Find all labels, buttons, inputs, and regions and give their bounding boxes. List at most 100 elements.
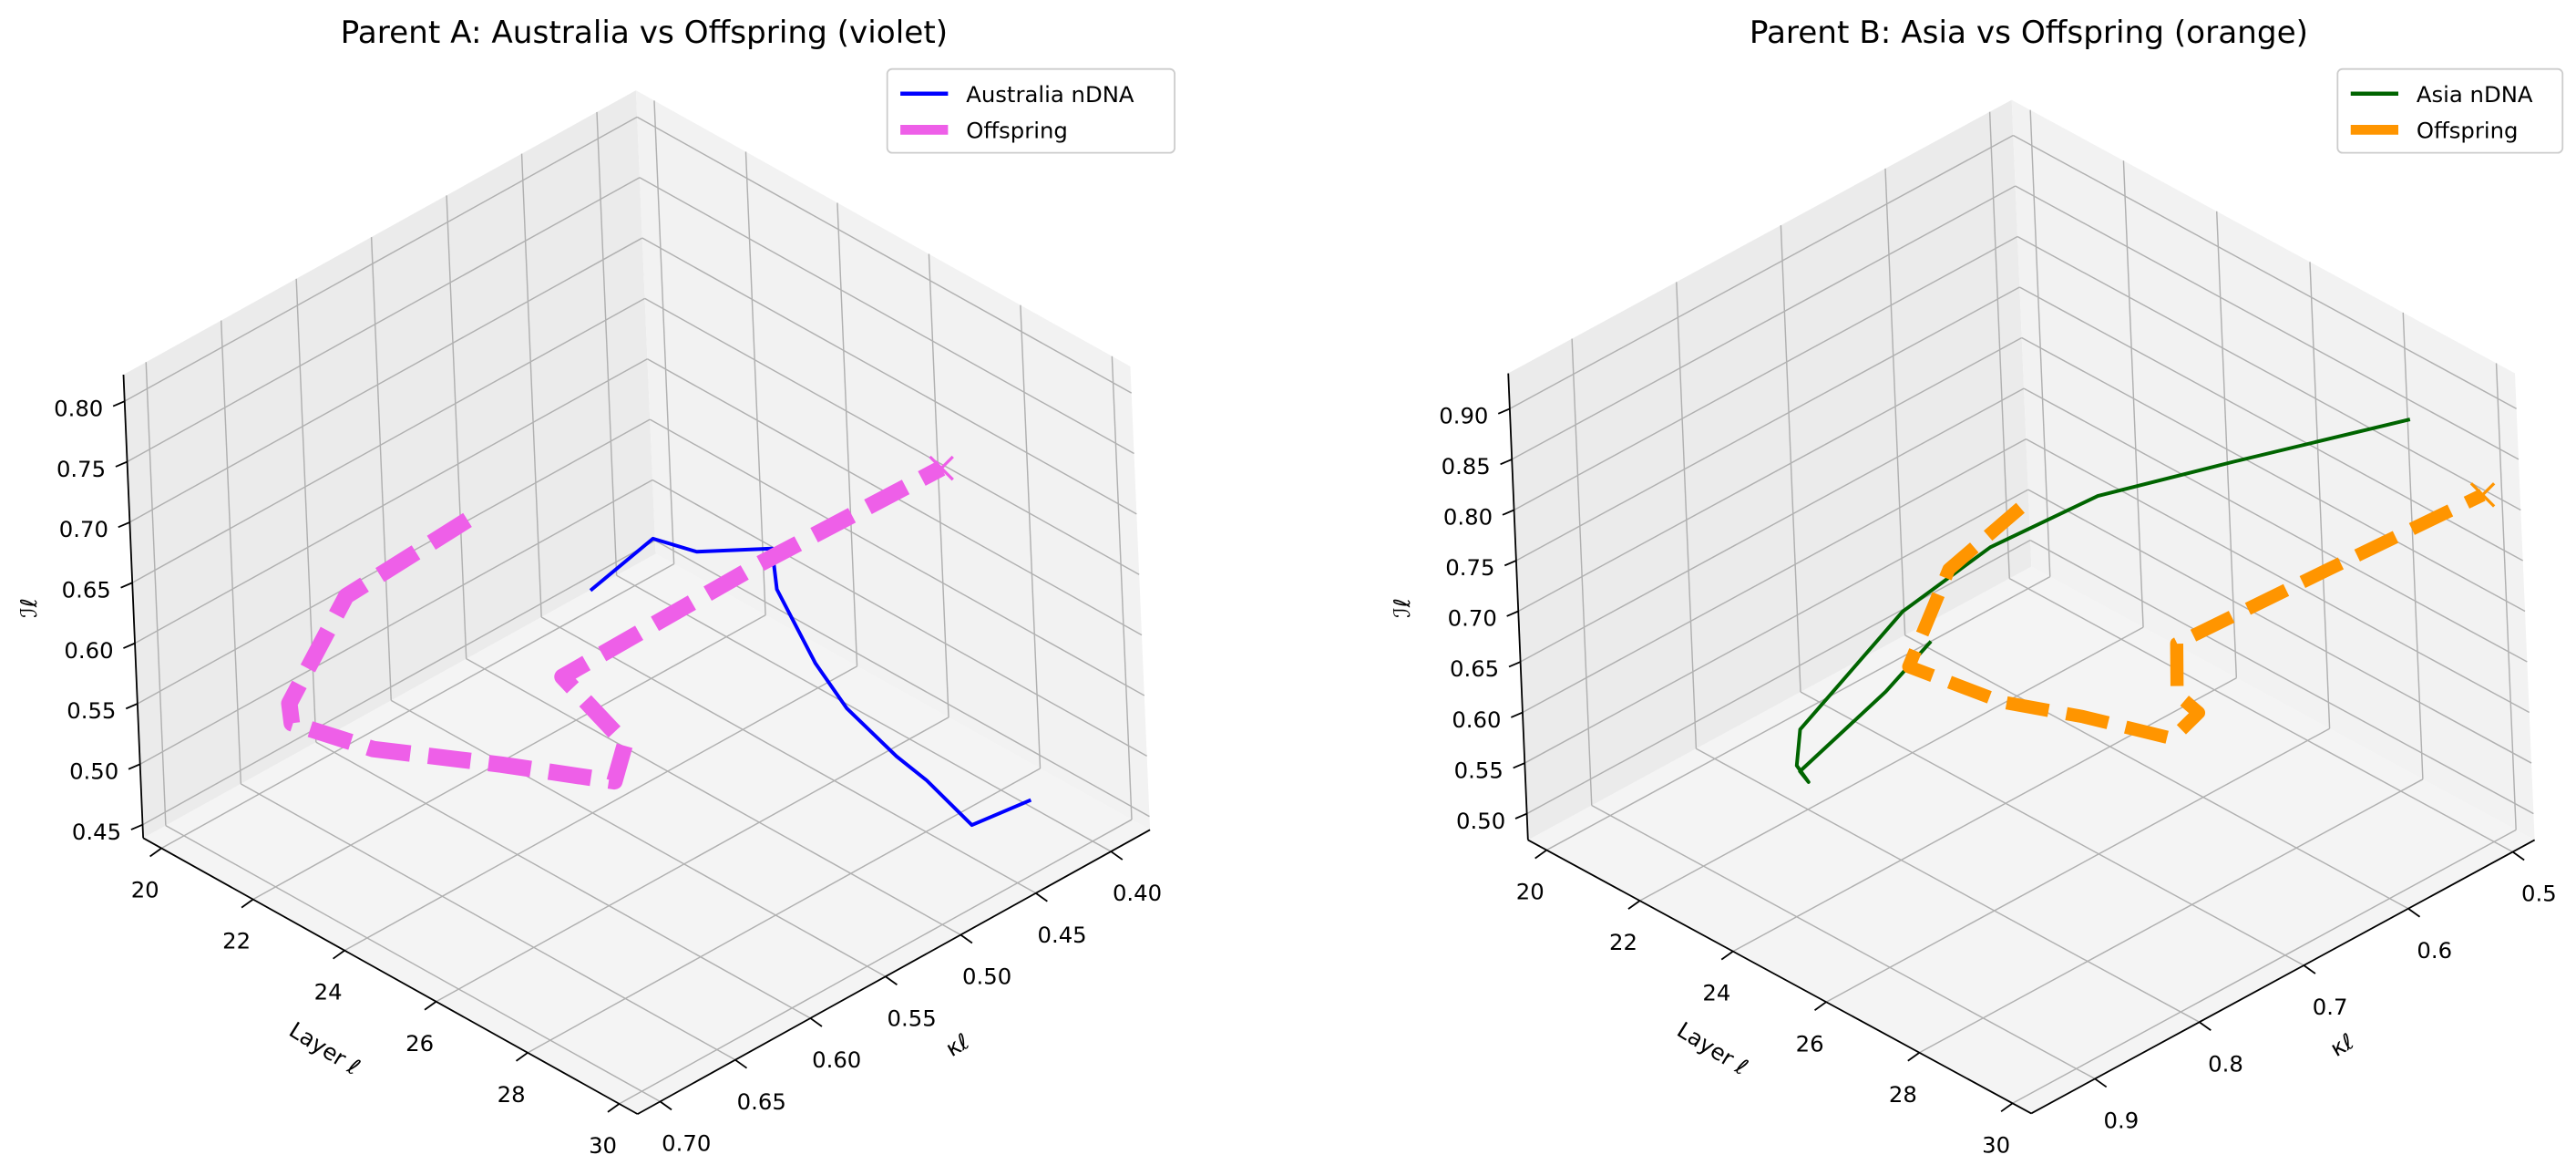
z-tick-label: 0.65 bbox=[1450, 655, 1499, 682]
left-wall-pane bbox=[1508, 99, 2032, 840]
x-axis-label: Layer ℓ bbox=[1672, 1016, 1752, 1080]
x-tick bbox=[424, 1001, 437, 1011]
gridline-y bbox=[466, 658, 961, 936]
z-tick-label: 0.80 bbox=[1443, 504, 1493, 531]
end-marker-x bbox=[2469, 482, 2496, 508]
gridline-z bbox=[1511, 185, 2017, 460]
gridline-z bbox=[636, 116, 1133, 394]
y-tick bbox=[1110, 851, 1124, 861]
y-tick bbox=[885, 975, 898, 985]
y-tick-label: 0.60 bbox=[812, 1046, 861, 1073]
gridline-z bbox=[142, 540, 656, 826]
gridline-z bbox=[1520, 387, 2025, 663]
gridline-y bbox=[1988, 111, 2010, 579]
gridline-z bbox=[2012, 134, 2517, 410]
gridline-z bbox=[1517, 336, 2023, 613]
z-axis-line bbox=[1507, 373, 1529, 840]
gridline-x bbox=[1825, 727, 2330, 1003]
gridline-x bbox=[1919, 778, 2424, 1054]
gridline-z bbox=[1515, 286, 2020, 562]
tick-labels: 20 22 24 26 28 30 0.40 0.45 0.50 0.55 0.60 0.65 0.70… bbox=[54, 395, 1162, 1159]
z-tick-label: 0.55 bbox=[1454, 757, 1504, 783]
gridlines bbox=[124, 100, 1150, 1105]
z-tick-label: 0.60 bbox=[64, 637, 113, 664]
gridline-x bbox=[527, 768, 1041, 1054]
gridline-x bbox=[1639, 626, 2144, 902]
y-tick bbox=[1035, 892, 1048, 902]
z-tick-label: 0.75 bbox=[56, 456, 106, 482]
gridline-y bbox=[240, 783, 736, 1061]
gridline-z bbox=[639, 177, 1134, 455]
gridline-x bbox=[2029, 109, 2051, 577]
z-tick bbox=[1500, 459, 1513, 466]
left-wall-pane bbox=[123, 90, 656, 839]
series-line-offspring bbox=[1902, 489, 2486, 746]
y-tick bbox=[809, 1017, 823, 1027]
gridline-z bbox=[1524, 489, 2029, 764]
series-line-offspring bbox=[281, 460, 946, 790]
tick-labels: 20 22 24 26 28 30 0.5 0.6 0.7 0.8 0.9 0.50 0.55 0.60 0… bbox=[1439, 403, 2556, 1159]
gridline-z bbox=[2023, 387, 2528, 663]
z-axis-label: ℐℓ bbox=[15, 598, 42, 617]
gridline-y bbox=[1884, 168, 1906, 635]
x-axis-line bbox=[1527, 839, 2032, 1115]
gridline-z bbox=[2029, 540, 2534, 815]
z-tick bbox=[1506, 610, 1519, 617]
x-tick-label: 28 bbox=[1889, 1081, 1917, 1108]
panel-parent-b: 20 22 24 26 28 30 0.5 0.6 0.7 0.8 0.9 0.50 0.55 0.60 0… bbox=[1389, 15, 2564, 1159]
z-tick bbox=[1514, 812, 1527, 820]
x-tick-label: 22 bbox=[222, 928, 251, 954]
x-tick bbox=[333, 949, 345, 960]
x-tick bbox=[1534, 849, 1547, 860]
gridline-y bbox=[1904, 634, 2409, 910]
x-tick bbox=[149, 847, 162, 858]
y-tick-label: 0.8 bbox=[2208, 1050, 2243, 1077]
legend: Asia nDNA Offspring bbox=[2336, 67, 2564, 154]
z-tick bbox=[118, 521, 130, 529]
z-axis-label: ℐℓ bbox=[1389, 598, 1415, 617]
gridline-x bbox=[2215, 211, 2238, 678]
gridline-y bbox=[520, 153, 542, 617]
chart-title: Parent A: Australia vs Offspring (violet… bbox=[341, 15, 948, 51]
gridline-y bbox=[1571, 338, 1593, 806]
gridline-z bbox=[1514, 235, 2018, 511]
x-tick-label: 30 bbox=[589, 1132, 617, 1159]
gridline-y bbox=[390, 699, 887, 977]
y-axis-label: κℓ bbox=[2325, 1028, 2358, 1062]
y-tick-label: 0.55 bbox=[888, 1005, 937, 1031]
z-tick-label: 0.65 bbox=[62, 576, 111, 603]
gridline-x bbox=[1545, 575, 2051, 851]
gridline-z bbox=[649, 418, 1145, 696]
gridline-z bbox=[139, 479, 653, 765]
right-wall-pane bbox=[635, 90, 1151, 830]
z-axis-line bbox=[122, 374, 145, 839]
z-tick bbox=[1508, 661, 1521, 668]
gridline-z bbox=[2015, 185, 2520, 460]
z-tick-label: 0.70 bbox=[59, 516, 108, 542]
z-tick bbox=[1510, 711, 1524, 718]
y-tick bbox=[960, 933, 973, 944]
gridline-y bbox=[1696, 747, 2201, 1023]
z-tick bbox=[128, 763, 141, 770]
gridline-y bbox=[446, 195, 467, 659]
gridline-y bbox=[220, 320, 242, 784]
gridline-x bbox=[252, 614, 766, 901]
gridline-x bbox=[619, 819, 1133, 1105]
z-tick bbox=[1513, 762, 1525, 769]
x-tick-label: 28 bbox=[498, 1081, 526, 1108]
gridline-y bbox=[315, 741, 811, 1019]
z-tick-label: 0.45 bbox=[72, 819, 121, 845]
gridline-z bbox=[134, 358, 648, 644]
z-tick bbox=[112, 400, 126, 407]
legend-label: Offspring bbox=[2417, 117, 2519, 143]
panes bbox=[123, 90, 1151, 1115]
z-tick-label: 0.50 bbox=[69, 758, 118, 785]
y-tick-label: 0.45 bbox=[1037, 922, 1086, 948]
gridline-y bbox=[616, 574, 1112, 852]
y-tick bbox=[2407, 908, 2421, 918]
z-tick-label: 0.90 bbox=[1439, 403, 1488, 429]
gridline-z bbox=[2021, 336, 2526, 613]
y-tick-label: 0.50 bbox=[962, 964, 1011, 990]
y-tick-label: 0.65 bbox=[737, 1088, 786, 1115]
gridline-y bbox=[2008, 577, 2513, 853]
